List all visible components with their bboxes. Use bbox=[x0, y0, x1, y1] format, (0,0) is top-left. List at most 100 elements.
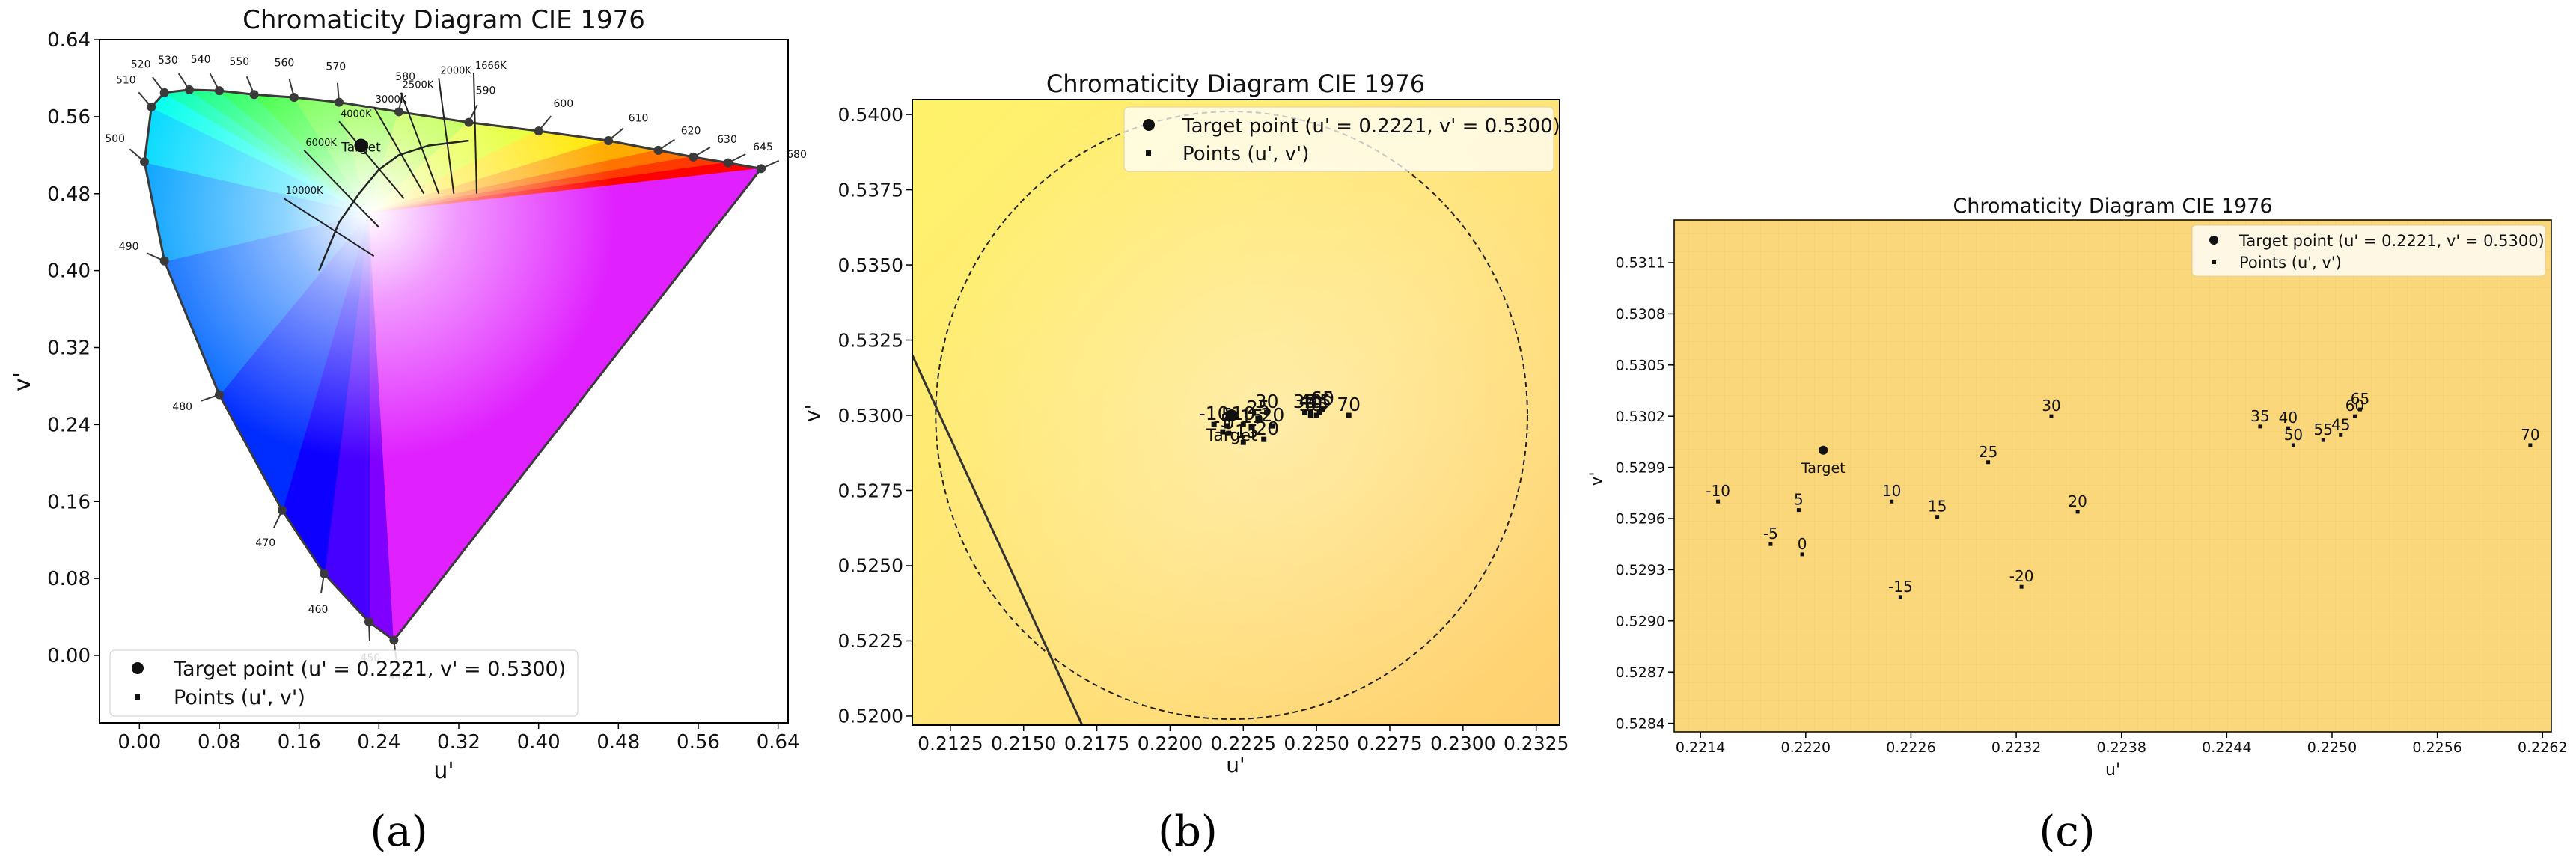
panel-c-xtick-label: 0.2262 bbox=[2518, 739, 2567, 756]
panel-c-xtick-label: 0.2220 bbox=[1781, 739, 1831, 756]
panel-a-ytick-label: 0.16 bbox=[47, 491, 91, 513]
wavelength-marker bbox=[185, 85, 194, 94]
legend-box bbox=[109, 649, 579, 717]
panel-b-ytick-label: 0.5400 bbox=[838, 104, 903, 126]
panel-a-ylabel: v' bbox=[10, 372, 36, 391]
isotherm-line bbox=[373, 106, 425, 195]
data-point bbox=[1224, 423, 1230, 429]
panel-b-ytick-label: 0.5225 bbox=[838, 630, 903, 652]
panel-a-xtick-label: 0.32 bbox=[437, 731, 480, 754]
wavelength-label: 590 bbox=[476, 85, 496, 97]
wavelength-label: 570 bbox=[326, 61, 346, 73]
panel-c-ytick-label: 0.5302 bbox=[1616, 409, 1665, 425]
data-point bbox=[1800, 552, 1804, 557]
data-point-label: -15 bbox=[1888, 578, 1913, 596]
isotherm-label: 2000K bbox=[440, 65, 471, 76]
legend-target-marker bbox=[132, 662, 144, 674]
panel-a-ytick-label: 0.24 bbox=[47, 414, 91, 436]
panel-c: Chromaticity Diagram CIE 1976 -10-505 10-… bbox=[1587, 195, 2568, 780]
data-point-label: 15 bbox=[1928, 498, 1947, 516]
wavelength-label: 610 bbox=[629, 112, 649, 124]
panel-b-ytick-label: 0.5250 bbox=[838, 555, 903, 577]
data-point-label: -5 bbox=[1763, 525, 1778, 542]
wavelength-label: 600 bbox=[553, 98, 573, 110]
data-point bbox=[1986, 460, 1991, 465]
wavelength-marker bbox=[464, 117, 474, 127]
data-point bbox=[2339, 432, 2343, 437]
data-point bbox=[1220, 429, 1226, 435]
panel-b: Chromaticity Diagram CIE 1976 -10-50510-… bbox=[800, 70, 1569, 777]
panel-c-ytick-label: 0.5311 bbox=[1616, 255, 1665, 272]
wavelength-marker bbox=[290, 93, 299, 103]
data-point-label: 35 bbox=[1293, 391, 1317, 412]
panel-c-ytick-label: 0.5308 bbox=[1616, 306, 1665, 323]
data-point-label: 10 bbox=[1882, 482, 1901, 500]
isotherm-line bbox=[284, 198, 375, 257]
wavelength-marker bbox=[335, 97, 344, 107]
data-point bbox=[1313, 412, 1319, 418]
panel-a-ytick-label: 0.48 bbox=[47, 183, 91, 206]
panel-c-ylabel: v' bbox=[1587, 471, 1606, 486]
panel-c-ytick-label: 0.5299 bbox=[1616, 459, 1665, 476]
wavelength-marker bbox=[278, 505, 287, 515]
data-point-label: 60 bbox=[2345, 397, 2364, 415]
wavelength-marker bbox=[724, 158, 733, 168]
panel-c-xtick-label: 0.2214 bbox=[1676, 739, 1725, 756]
panel-a-xtick-label: 0.16 bbox=[278, 731, 321, 754]
data-point-label: 5 bbox=[1794, 491, 1804, 509]
panel-c-ytick-label: 0.5305 bbox=[1616, 357, 1665, 373]
wavelength-label: 630 bbox=[717, 134, 737, 146]
data-point bbox=[1307, 409, 1313, 415]
panel-a-ytick-label: 0.40 bbox=[47, 260, 91, 283]
panel-b-xtick-label: 0.2275 bbox=[1357, 733, 1422, 754]
isotherm-label: 2500K bbox=[403, 80, 434, 91]
panel-c-ticks: 0.2214 0.2220 0.2226 0.2232 0.2238 0.2244 0.22… bbox=[1616, 255, 2568, 756]
wavelength-marker bbox=[159, 256, 169, 266]
panel-b-ytick-label: 0.5325 bbox=[838, 329, 903, 351]
panel-c-xtick-label: 0.2250 bbox=[2307, 739, 2357, 756]
panel-a-xtick-label: 0.08 bbox=[198, 731, 241, 754]
wavelength-marker bbox=[320, 569, 329, 578]
wavelength-marker bbox=[653, 145, 663, 155]
panel-a-legend: Target point (u' = 0.2221, v' = 0.5300) … bbox=[109, 649, 579, 717]
panel-b-xtick-label: 0.2175 bbox=[1064, 733, 1129, 754]
panel-a-frame bbox=[99, 39, 789, 724]
wavelength-marker bbox=[249, 90, 259, 100]
wavelength-marker bbox=[604, 136, 613, 146]
legend-points-label: Points (u', v') bbox=[174, 686, 305, 709]
data-point bbox=[1716, 499, 1721, 504]
data-point bbox=[2291, 443, 2295, 447]
data-point bbox=[1307, 412, 1313, 418]
panel-a-ytick-label: 0.32 bbox=[47, 337, 91, 360]
isotherm-line bbox=[438, 78, 455, 194]
wavelength-marker bbox=[364, 617, 373, 626]
spectral-locus-line bbox=[912, 355, 1084, 725]
target-label: Target bbox=[1801, 460, 1846, 477]
target-marker bbox=[1819, 445, 1828, 455]
data-point bbox=[1319, 406, 1325, 412]
wavelength-label: 460 bbox=[308, 604, 329, 616]
white-point-glow bbox=[144, 89, 616, 460]
wavelength-marker bbox=[394, 107, 403, 117]
isotherm-line bbox=[338, 120, 405, 199]
wavelength-label: 470 bbox=[255, 537, 275, 549]
data-point bbox=[1269, 423, 1275, 429]
panel-b-plot: -10-50510-1515-202520303540505545606570T… bbox=[912, 111, 1528, 725]
panel-b-xtick-label: 0.2250 bbox=[1284, 733, 1349, 754]
wavelength-label: 680 bbox=[787, 149, 807, 161]
panel-b-legend: Target point (u' = 0.2221, v' = 0.5300) … bbox=[1123, 106, 1560, 172]
data-point bbox=[2358, 407, 2363, 412]
panel-a-xtick-label: 0.00 bbox=[117, 731, 161, 754]
data-point bbox=[2049, 414, 2054, 418]
panel-a-xtick-label: 0.64 bbox=[757, 731, 800, 754]
data-point bbox=[1935, 515, 1940, 519]
panel-a-ticks: 0.00 0.08 0.16 0.24 0.32 0.40 0.48 0.56 0.64 0.00… bbox=[47, 29, 800, 754]
data-point-label: 60 bbox=[1310, 388, 1334, 409]
panel-label-b: (b) bbox=[1158, 807, 1218, 856]
data-point bbox=[1796, 508, 1801, 513]
data-point bbox=[1890, 499, 1894, 504]
data-point bbox=[1240, 421, 1246, 427]
isotherm-line bbox=[303, 150, 380, 228]
